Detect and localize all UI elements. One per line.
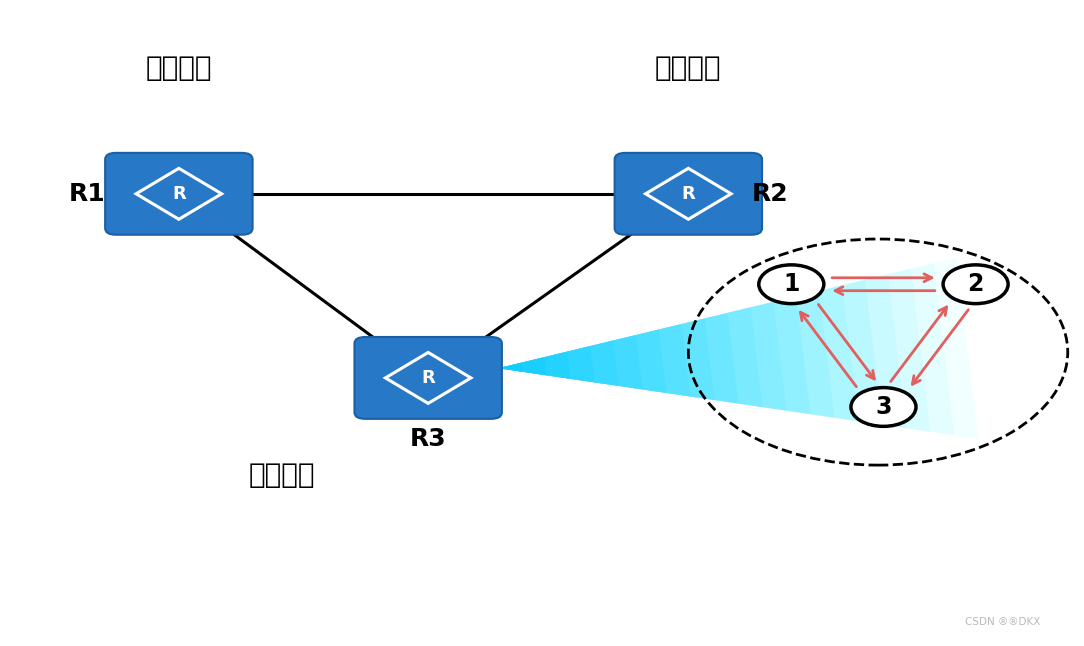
Polygon shape	[499, 335, 643, 390]
FancyBboxPatch shape	[354, 337, 502, 419]
Text: 3: 3	[875, 395, 892, 419]
Polygon shape	[499, 291, 835, 418]
Text: 1: 1	[783, 272, 800, 297]
Polygon shape	[499, 269, 930, 432]
Polygon shape	[499, 263, 954, 435]
Polygon shape	[499, 286, 859, 421]
Text: 路径计算: 路径计算	[655, 54, 722, 82]
Text: R: R	[172, 185, 185, 203]
Polygon shape	[499, 357, 546, 375]
Polygon shape	[499, 302, 787, 411]
Text: 路径计算: 路径计算	[145, 54, 212, 82]
Text: R2: R2	[751, 182, 788, 206]
FancyBboxPatch shape	[615, 153, 762, 234]
Text: CSDN ®®DKX: CSDN ®®DKX	[965, 617, 1041, 627]
Text: 2: 2	[967, 272, 984, 297]
Polygon shape	[499, 340, 619, 386]
Circle shape	[759, 265, 824, 304]
Polygon shape	[499, 324, 691, 397]
Polygon shape	[137, 169, 221, 219]
Polygon shape	[499, 313, 738, 404]
Polygon shape	[499, 307, 762, 407]
Circle shape	[851, 388, 916, 426]
Polygon shape	[499, 346, 595, 382]
Text: R1: R1	[68, 182, 105, 206]
Polygon shape	[386, 353, 470, 403]
Polygon shape	[499, 297, 811, 414]
FancyBboxPatch shape	[105, 153, 253, 234]
Circle shape	[943, 265, 1008, 304]
Polygon shape	[499, 275, 906, 428]
Polygon shape	[646, 169, 731, 219]
Polygon shape	[499, 318, 714, 400]
Polygon shape	[499, 329, 667, 393]
Text: R3: R3	[410, 427, 447, 452]
Polygon shape	[499, 280, 882, 425]
Polygon shape	[499, 362, 522, 371]
Text: 路径计算: 路径计算	[248, 461, 315, 489]
Text: R: R	[682, 185, 695, 203]
Polygon shape	[499, 351, 570, 379]
Polygon shape	[499, 258, 979, 439]
Text: R: R	[422, 369, 435, 387]
